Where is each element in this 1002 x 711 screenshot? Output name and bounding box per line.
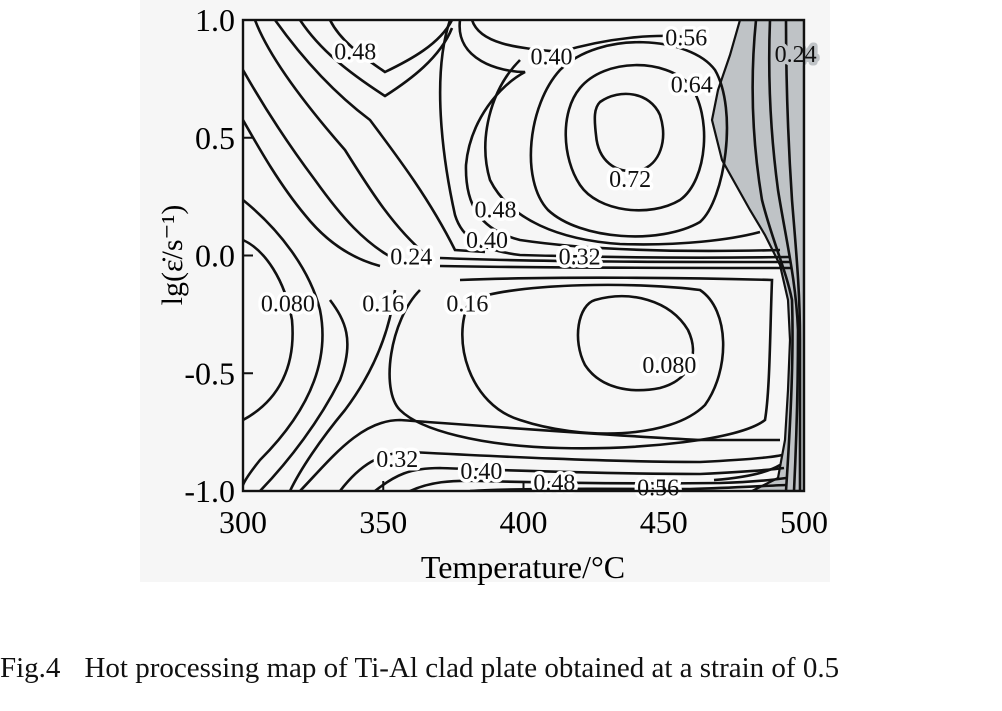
contour-line — [374, 466, 785, 491]
figure-background — [140, 0, 830, 582]
contour-lines — [243, 20, 802, 491]
contour-line — [298, 20, 454, 98]
caption-number: Fig.4 — [0, 652, 61, 684]
x-tick-label: 450 — [640, 504, 688, 540]
contour-line — [409, 476, 787, 491]
contour-value-label: 0.48 — [334, 40, 376, 66]
contour-line — [439, 264, 793, 270]
contour-line — [253, 20, 431, 260]
contour-value-label: 0.32 — [559, 245, 601, 271]
caption-text: Hot processing map of Ti-Al clad plate o… — [84, 652, 840, 684]
contour-line — [751, 20, 794, 491]
contour-line — [470, 20, 706, 54]
contour-line — [439, 256, 791, 264]
contour-value-label: 0.080 — [261, 292, 315, 318]
contour-value-label: 0.48 — [533, 471, 575, 497]
contour-line — [259, 299, 349, 491]
contour-value-label: 0.32 — [376, 447, 418, 473]
y-tick-label: 0.5 — [195, 120, 235, 156]
contour-value-label: 0.56 — [637, 475, 679, 501]
contour-line — [288, 289, 397, 491]
x-tick-label: 300 — [219, 504, 267, 540]
contour-line — [713, 463, 781, 482]
y-axis-label: lg(ε̇/s⁻¹) — [156, 205, 189, 306]
contour-line — [576, 294, 695, 392]
contour-line — [388, 276, 774, 450]
contour-line — [328, 20, 454, 74]
y-tick-label: 0.0 — [195, 238, 235, 274]
processing-map-chart: 0.48 0.40 0.56 0.24 0.64 0.72 0.48 0.40 0.24 0.32… — [140, 0, 830, 585]
contour-line — [338, 450, 783, 491]
contour-value-label: 0.48 — [474, 197, 516, 223]
contour-value-label: 0.56 — [665, 25, 707, 51]
y-tick-label: -1.0 — [184, 473, 235, 509]
contour-value-label: 0.080 — [642, 353, 696, 379]
contour-labels: 0.48 0.40 0.56 0.24 0.64 0.72 0.48 0.40 0.24 0.32… — [257, 22, 820, 505]
contour-line — [529, 40, 729, 238]
y-tick-label: 1.0 — [195, 2, 235, 38]
contour-line — [484, 59, 761, 246]
contour-value-label: 0.72 — [609, 167, 651, 193]
y-axis: -1.0 -0.5 0.0 0.5 1.0 — [184, 2, 253, 509]
instability-region — [710, 20, 804, 491]
contour-value-label: 0.40 — [466, 228, 508, 254]
figure-caption: Fig.4 Hot processing map of Ti-Al clad pl… — [0, 652, 1002, 685]
contour-line — [243, 198, 324, 486]
x-tick-label: 400 — [500, 504, 548, 540]
contour-line — [243, 69, 401, 264]
contour-line — [273, 20, 486, 254]
contour-line — [564, 63, 706, 212]
contour-value-label: 0.40 — [531, 44, 573, 70]
contour-line — [458, 20, 781, 253]
contour-value-label: 0.16 — [446, 292, 488, 318]
contour-value-label: 0.64 — [671, 73, 713, 99]
x-axis: 300 350 400 450 500 — [219, 481, 828, 540]
contour-line — [767, 20, 800, 491]
x-tick-label: 500 — [780, 504, 828, 540]
contour-line — [461, 283, 725, 435]
contour-line — [593, 92, 665, 173]
contour-line — [243, 238, 294, 422]
x-tick-label: 350 — [359, 504, 407, 540]
contour-line — [243, 119, 381, 268]
contour-line — [438, 20, 791, 259]
contour-value-label: 0.40 — [460, 459, 502, 485]
y-tick-label: -0.5 — [184, 355, 235, 391]
contour-value-label: 0.24 — [390, 245, 432, 271]
contour-line — [299, 418, 780, 491]
contour-value-label: 0.16 — [362, 292, 404, 318]
contour-line — [784, 20, 802, 491]
contour-value-label: 0.24 — [775, 42, 817, 68]
x-axis-label: Temperature/°C — [421, 549, 625, 585]
